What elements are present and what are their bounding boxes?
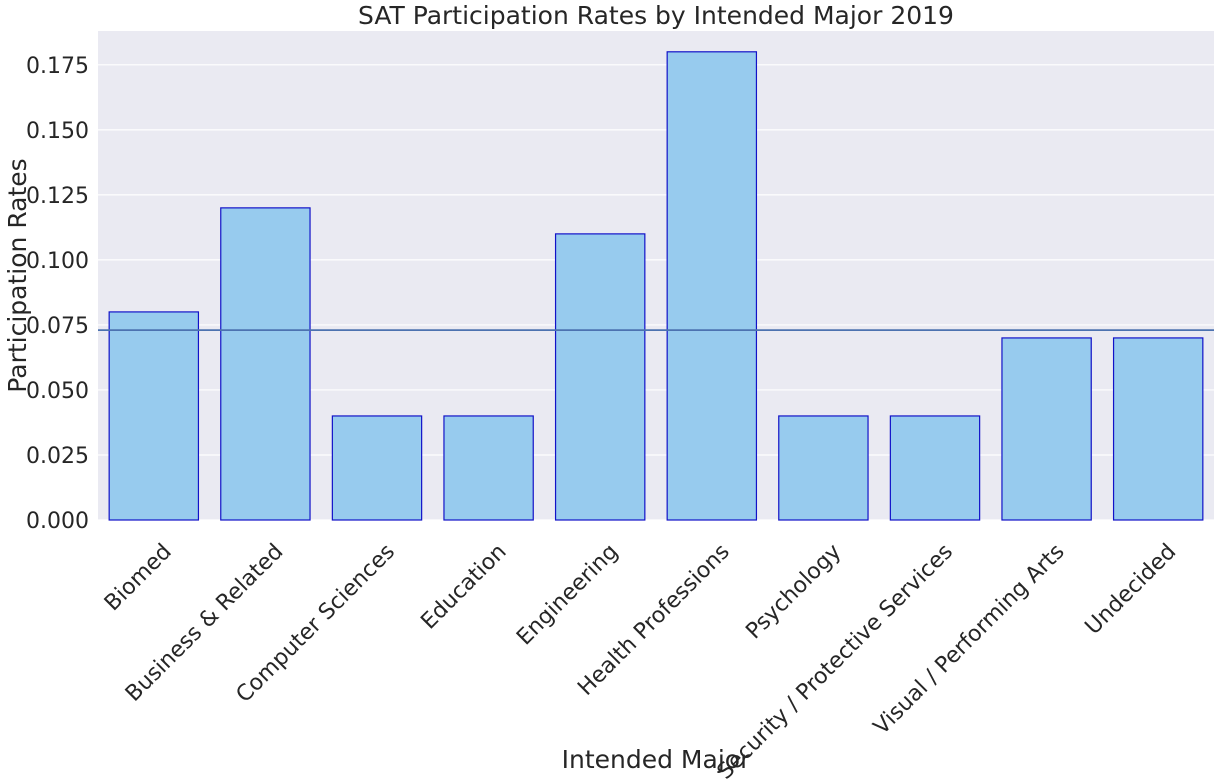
y-tick-label: 0.000 bbox=[26, 509, 89, 534]
y-tick-label: 0.175 bbox=[26, 54, 89, 79]
x-tick-label: Engineering bbox=[512, 539, 623, 650]
x-tick-label: Undecided bbox=[1081, 539, 1182, 640]
x-tick-label: Biomed bbox=[100, 539, 177, 616]
bar bbox=[554, 233, 646, 521]
bar bbox=[889, 415, 981, 521]
y-tick-labels: 0.000 0.025 0.050 0.075 0.100 0.125 0.150 0.175 bbox=[26, 54, 89, 534]
bar bbox=[443, 415, 534, 521]
x-tick-label: Visual / Performing Arts bbox=[869, 539, 1070, 740]
bar bbox=[778, 415, 869, 521]
bar bbox=[666, 51, 758, 521]
y-tick-label: 0.100 bbox=[26, 249, 89, 274]
y-tick-label: 0.125 bbox=[26, 184, 89, 209]
bar bbox=[331, 415, 423, 521]
x-axis-label: Intended Major bbox=[562, 745, 751, 774]
bar bbox=[1001, 337, 1092, 521]
y-tick-label: 0.075 bbox=[26, 314, 89, 339]
y-axis-label: Participation Rates bbox=[3, 158, 32, 392]
y-tick-label: 0.050 bbox=[26, 379, 89, 404]
bars bbox=[108, 51, 1204, 521]
bar bbox=[220, 207, 311, 521]
y-tick-label: 0.025 bbox=[26, 444, 89, 469]
chart-title: SAT Participation Rates by Intended Majo… bbox=[358, 1, 954, 30]
x-tick-label: Education bbox=[416, 539, 511, 634]
x-tick-label: Security / Protective Services bbox=[713, 539, 958, 780]
bar bbox=[1112, 337, 1204, 521]
bar bbox=[108, 311, 200, 521]
y-tick-label: 0.150 bbox=[26, 119, 89, 144]
x-tick-label: Psychology bbox=[741, 539, 846, 644]
